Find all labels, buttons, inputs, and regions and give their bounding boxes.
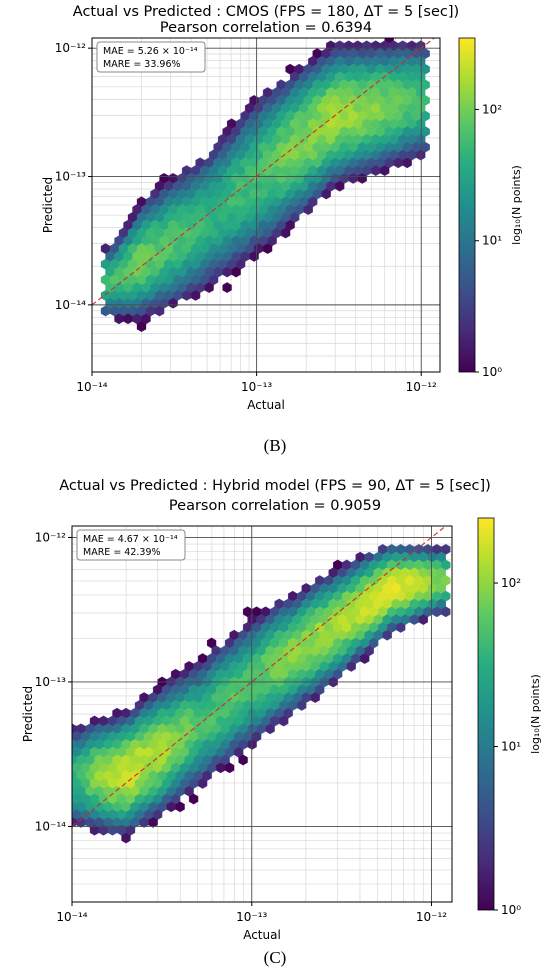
hexbin-cell — [175, 801, 185, 813]
hexbin-cell — [357, 173, 367, 184]
chart-c-svg: Actual vs Predicted : Hybrid model (FPS … — [21, 478, 542, 942]
colorbar-tick-label: 10⁰ — [482, 365, 502, 379]
hexbin-cell — [197, 778, 208, 789]
chart-title: Actual vs Predicted : CMOS (FPS = 180, Δ… — [73, 4, 459, 20]
chart-panel-b: Actual vs Predicted : CMOS (FPS = 180, Δ… — [0, 0, 550, 455]
annotation-mare: MARE = 42.39% — [83, 547, 161, 558]
hexbin-cell — [303, 204, 313, 215]
chart-title: Actual vs Predicted : Hybrid model (FPS … — [59, 478, 491, 494]
hexbin-cell — [280, 227, 291, 239]
x-tick-label: 10⁻¹² — [406, 380, 437, 394]
colorbar-tick-label: 10⁰ — [501, 903, 521, 917]
hexbin-cell — [204, 282, 214, 293]
hexbin-cell — [380, 165, 390, 176]
y-axis-label: Predicted — [21, 686, 35, 742]
hexbin-cell — [154, 305, 165, 317]
x-tick-label: 10⁻¹³ — [236, 910, 267, 924]
hexbin-cell — [262, 243, 273, 254]
hexbin-cell — [231, 266, 241, 278]
y-tick-label: 10⁻¹³ — [35, 675, 66, 689]
hexbin-cell — [402, 157, 412, 169]
x-tick-label: 10⁻¹⁴ — [76, 380, 107, 394]
plot-frame — [91, 37, 441, 373]
hexbin-cell — [190, 290, 201, 301]
hexbin-cell — [441, 606, 451, 618]
hexbin-cell — [224, 762, 235, 774]
hexbin-cell — [297, 700, 307, 711]
hexbin-cell — [148, 817, 158, 828]
hexbin-cell — [168, 297, 178, 309]
hexbin-cell — [418, 614, 428, 625]
hexbin-cell — [346, 661, 356, 672]
plot-content — [92, 38, 440, 372]
hexbin-cell — [335, 180, 345, 192]
x-tick-label: 10⁻¹⁴ — [56, 910, 87, 924]
annotation-box — [76, 529, 186, 561]
chart-panel-c: Actual vs Predicted : Hybrid model (FPS … — [0, 474, 550, 972]
caption-c: (C) — [263, 948, 287, 967]
x-tick-label: 10⁻¹³ — [241, 380, 272, 394]
y-tick-label: 10⁻¹² — [35, 530, 66, 544]
x-axis-label: Actual — [243, 928, 281, 942]
hexbin-cell — [321, 188, 331, 200]
hexbin-cell — [310, 692, 320, 703]
annotation-mae: MAE = 5.26 × 10⁻¹⁴ — [103, 46, 198, 57]
plot-frame — [71, 525, 453, 903]
y-tick-label: 10⁻¹⁴ — [55, 298, 86, 312]
hexbin-cell — [279, 715, 289, 727]
chart-subtitle: Pearson correlation = 0.9059 — [169, 498, 381, 514]
annotation-box — [96, 41, 206, 73]
colorbar-tick-label: 10² — [501, 576, 521, 590]
chart-subtitle: Pearson correlation = 0.6394 — [160, 20, 372, 36]
annotation-mae: MAE = 4.67 × 10⁻¹⁴ — [83, 534, 178, 545]
y-tick-label: 10⁻¹⁴ — [35, 819, 66, 833]
chart-b-svg: Actual vs Predicted : CMOS (FPS = 180, Δ… — [41, 4, 523, 412]
colorbar — [477, 517, 495, 911]
colorbar-tick-label: 10¹ — [482, 234, 502, 248]
colorbar-tick-label: 10² — [482, 102, 502, 116]
colorbar-tick-label: 10¹ — [501, 740, 521, 754]
hexbin-cell — [416, 149, 426, 161]
caption-b: (B) — [263, 436, 287, 455]
x-tick-label: 10⁻¹² — [416, 910, 447, 924]
colorbar — [458, 37, 476, 373]
plot-content — [72, 526, 452, 902]
x-axis-label: Actual — [247, 398, 285, 412]
colorbar-label: log₁₀(N points) — [529, 674, 542, 754]
colorbar-label: log₁₀(N points) — [510, 165, 523, 245]
y-tick-label: 10⁻¹² — [55, 41, 86, 55]
y-axis-label: Predicted — [41, 177, 55, 233]
hexbin-cell — [136, 321, 147, 332]
hexbin-layer — [72, 544, 451, 844]
y-tick-label: 10⁻¹³ — [55, 170, 86, 184]
hexbin-cell — [238, 754, 248, 766]
hexbin-cell — [121, 832, 131, 844]
annotation-mare: MARE = 33.96% — [103, 59, 181, 70]
hexbin-cell — [360, 653, 370, 664]
hexbin-cell — [222, 282, 232, 293]
hexbin-cell — [188, 793, 199, 805]
hexbin-cell — [265, 723, 275, 735]
hexbin-layer — [100, 38, 430, 332]
identity-line — [92, 38, 435, 306]
hexbin-cell — [396, 622, 406, 633]
hexbin-cell — [382, 629, 392, 641]
